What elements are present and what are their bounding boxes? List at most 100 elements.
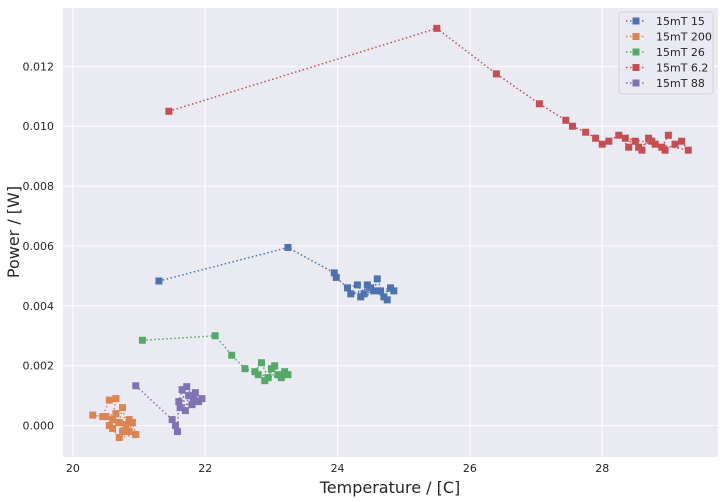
data-point [228,351,236,359]
data-point [125,428,133,436]
data-point [332,273,340,281]
data-point [605,137,613,145]
legend-label: 15mT 200 [656,31,712,44]
data-point [115,434,123,442]
data-point [635,143,643,151]
data-point [198,395,206,403]
data-point [171,422,179,430]
data-point [89,411,97,419]
data-point [284,243,292,251]
series-15mt-6-2 [165,24,692,154]
data-point [284,371,292,379]
data-point [383,296,391,304]
data-point [598,140,606,148]
x-axis-label: Temperature / [C] [319,478,461,497]
data-point [181,407,189,415]
data-point [648,137,656,145]
data-point [173,428,181,436]
data-point [592,134,600,142]
data-point [211,332,219,340]
data-point [254,371,262,379]
data-point [189,395,197,403]
data-point [109,416,117,424]
data-point [661,146,669,154]
plot-background [63,8,718,457]
legend-marker [632,79,640,87]
data-point [138,336,146,344]
x-tick-label: 20 [66,462,80,475]
data-point [357,293,365,301]
data-point [353,281,361,289]
data-point [390,287,398,295]
data-point [178,386,186,394]
legend-marker [632,33,640,40]
data-point [191,389,199,397]
data-point [112,410,120,418]
x-tick-label: 24 [331,462,345,475]
data-point [568,122,576,130]
series-15mt-26 [138,332,292,385]
legend-label: 15mT 88 [656,77,705,90]
y-tick-label: 0.010 [23,120,55,133]
x-tick-label: 22 [198,462,212,475]
data-point [492,70,500,78]
series-layer [89,24,692,442]
y-tick-label: 0.004 [23,300,55,313]
legend: 15mT 15 15mT 200 15mT 26 15mT 6.2 15mT 88 [618,11,714,95]
data-point [155,277,163,285]
data-point [621,134,629,142]
data-point [176,404,184,412]
data-point [671,140,679,148]
data-point [105,396,113,404]
data-point [535,100,543,108]
y-axis-label: Power / [W] [4,186,23,278]
data-point [175,398,183,406]
y-tick-label: 0.000 [23,420,55,433]
y-tick-label: 0.008 [23,180,55,193]
data-point [562,116,570,124]
x-tick-label: 26 [463,462,477,475]
series-15mt-200 [89,395,140,442]
data-point [377,287,385,295]
data-point [105,422,113,430]
legend-label: 15mT 26 [656,46,705,59]
data-point [625,143,633,151]
data-point [347,290,355,298]
data-point [115,419,123,427]
data-point [119,428,127,436]
data-point [261,377,269,385]
data-point [188,401,196,409]
data-point [582,128,590,136]
data-point [343,284,351,292]
data-point [330,269,338,277]
data-point [183,383,191,391]
y-tick-label: 0.006 [23,240,55,253]
data-point [119,404,127,412]
legend-marker [632,48,640,56]
data-point [125,416,133,424]
data-point [684,146,692,154]
y-tick-label: 0.012 [23,60,55,73]
data-point [631,137,639,145]
data-point [112,395,120,403]
data-point [102,413,110,421]
data-point [664,131,672,139]
series-15mt-88 [132,382,206,436]
series-line [135,384,203,432]
data-point [433,24,441,32]
legend-label: 15mT 6.2 [656,62,708,75]
data-point [678,137,686,145]
data-point [367,284,375,292]
series-15mt-15 [155,243,398,304]
data-point [615,131,623,139]
data-point [168,416,176,424]
tick-labels: 20 22 24 26 28 0.000 0.002 0.004 0.006 0.008 0.010… [23,60,610,475]
data-point [132,431,140,439]
data-point [257,359,265,367]
legend-box [618,11,714,95]
data-point [277,374,285,382]
data-point [132,382,140,390]
legend-marker [632,64,640,71]
x-tick-label: 28 [595,462,609,475]
